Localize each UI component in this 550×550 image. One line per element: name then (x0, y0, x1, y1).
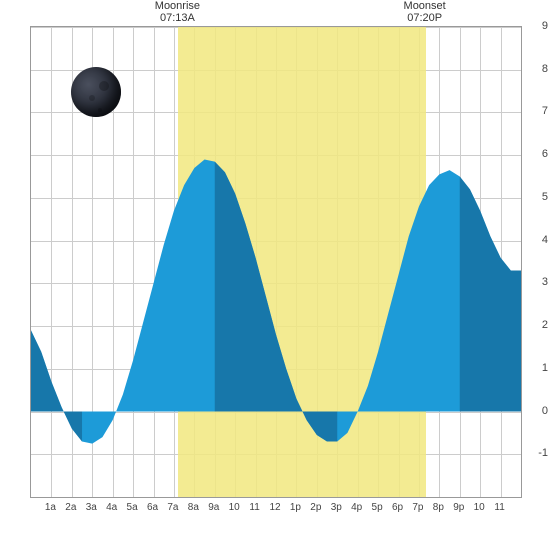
moonrise-label-group: Moonrise 07:13A (137, 0, 217, 24)
y-tick-label: 0 (526, 405, 548, 417)
x-tick-label: 6p (388, 502, 408, 513)
x-tick-label: 10 (469, 502, 489, 513)
y-tick-label: 5 (526, 191, 548, 203)
x-tick-label: 1a (40, 502, 60, 513)
x-tick-label: 3a (81, 502, 101, 513)
x-tick-label: 8p (428, 502, 448, 513)
x-tick-label: 7a (163, 502, 183, 513)
y-tick-label: 4 (526, 234, 548, 246)
y-tick-label: 2 (526, 319, 548, 331)
y-tick-label: 6 (526, 148, 548, 160)
moon-icon (71, 67, 121, 117)
moonset-label-group: Moonset 07:20P (385, 0, 465, 24)
x-tick-label: 8a (183, 502, 203, 513)
tide-chart: Moonrise 07:13A Moonset 07:20P 1a2a3a4a5… (0, 0, 550, 550)
y-tick-label: 1 (526, 362, 548, 374)
x-tick-label: 4p (347, 502, 367, 513)
x-tick-label: 4a (102, 502, 122, 513)
x-tick-label: 5a (122, 502, 142, 513)
x-tick-label: 9p (449, 502, 469, 513)
x-tick-label: 2a (61, 502, 81, 513)
y-tick-label: 3 (526, 276, 548, 288)
y-tick-label: 7 (526, 105, 548, 117)
y-tick-label: 8 (526, 63, 548, 75)
x-tick-label: 9a (204, 502, 224, 513)
x-tick-label: 3p (326, 502, 346, 513)
x-tick-label: 7p (408, 502, 428, 513)
x-tick-label: 2p (306, 502, 326, 513)
moonrise-time: 07:13A (137, 12, 217, 24)
y-tick-label: -1 (526, 447, 548, 459)
x-tick-label: 1p (285, 502, 305, 513)
x-tick-label: 12 (265, 502, 285, 513)
moonrise-label: Moonrise (137, 0, 217, 12)
x-tick-label: 11 (245, 502, 265, 513)
moonset-label: Moonset (385, 0, 465, 12)
x-tick-label: 10 (224, 502, 244, 513)
x-tick-label: 11 (490, 502, 510, 513)
x-tick-label: 6a (143, 502, 163, 513)
y-tick-label: 9 (526, 20, 548, 32)
plot-area (30, 26, 522, 498)
moonset-time: 07:20P (385, 12, 465, 24)
x-tick-label: 5p (367, 502, 387, 513)
